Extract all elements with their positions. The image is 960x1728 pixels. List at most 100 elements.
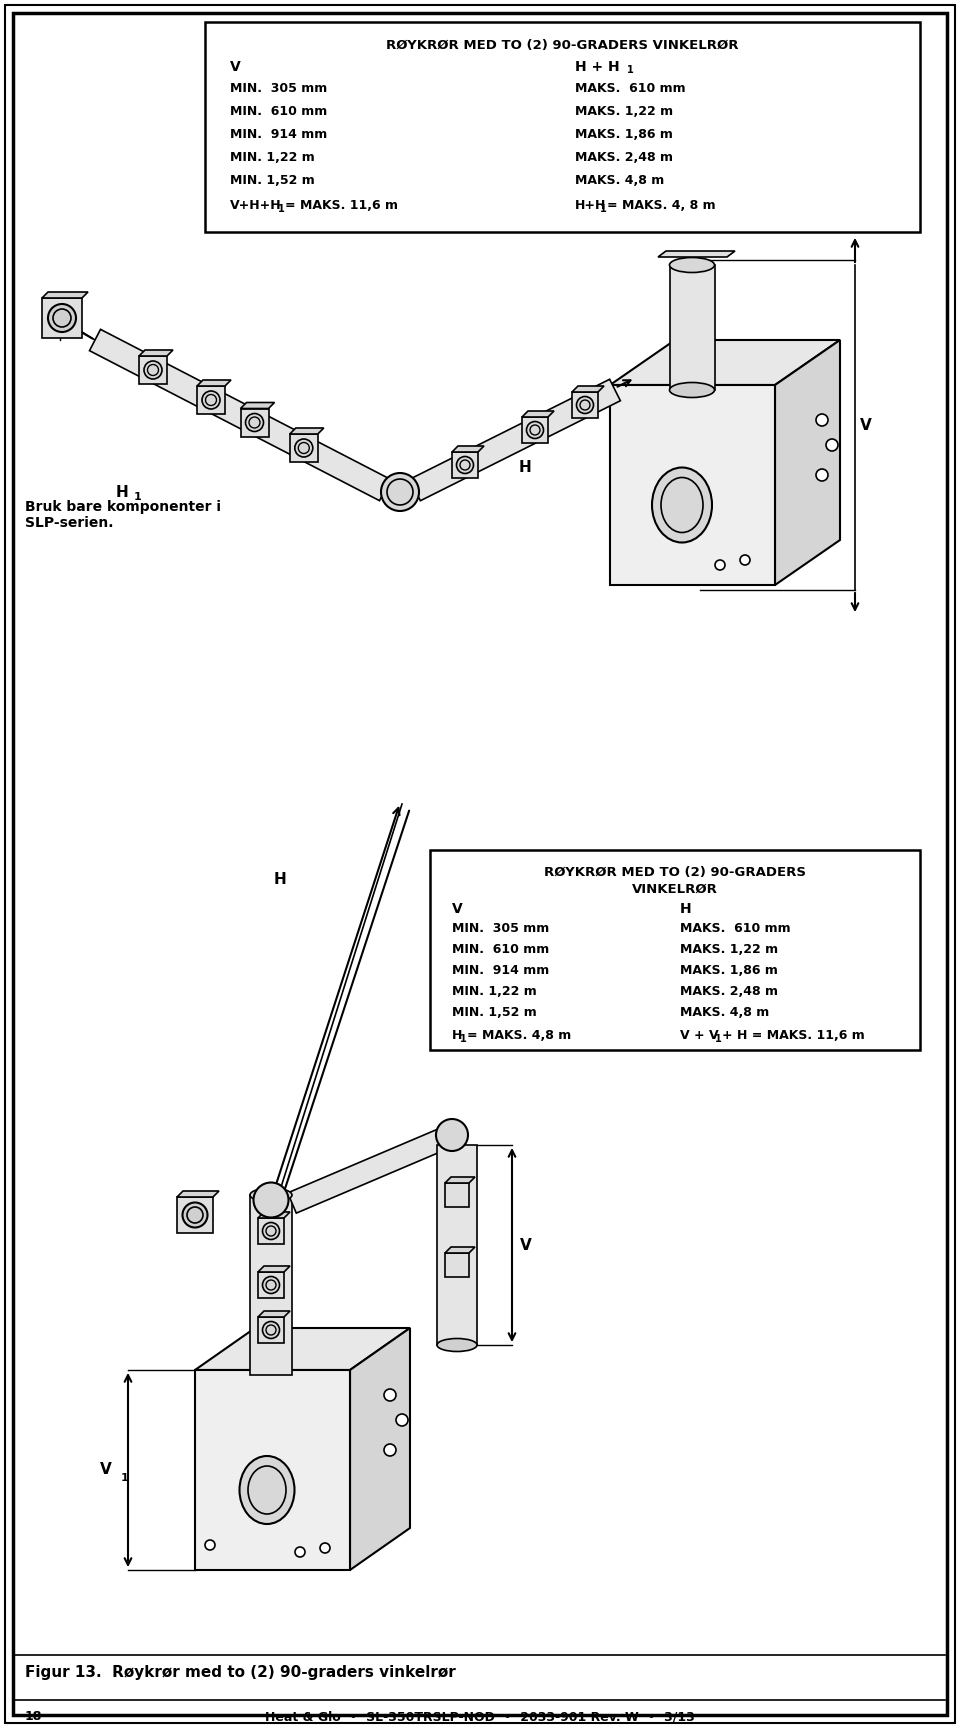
Polygon shape xyxy=(177,1198,213,1234)
Text: Figur 13.  Røykrør med to (2) 90-graders vinkelrør: Figur 13. Røykrør med to (2) 90-graders … xyxy=(25,1666,456,1680)
Text: MAKS. 1,22 m: MAKS. 1,22 m xyxy=(575,105,673,118)
Text: MAKS. 2,48 m: MAKS. 2,48 m xyxy=(680,985,778,999)
Text: MIN.  914 mm: MIN. 914 mm xyxy=(230,128,327,142)
Text: MIN. 1,22 m: MIN. 1,22 m xyxy=(230,150,315,164)
Ellipse shape xyxy=(246,413,263,432)
Ellipse shape xyxy=(202,391,220,410)
Polygon shape xyxy=(89,330,391,501)
Circle shape xyxy=(384,1445,396,1457)
Polygon shape xyxy=(258,1267,290,1272)
Text: H: H xyxy=(274,873,286,888)
Text: MIN. 1,52 m: MIN. 1,52 m xyxy=(452,1006,537,1020)
Ellipse shape xyxy=(262,1322,279,1339)
Ellipse shape xyxy=(182,1203,207,1227)
Polygon shape xyxy=(670,264,715,391)
Text: MIN.  305 mm: MIN. 305 mm xyxy=(230,81,327,95)
Polygon shape xyxy=(288,1125,456,1213)
Polygon shape xyxy=(195,1329,410,1370)
Polygon shape xyxy=(410,378,620,501)
Polygon shape xyxy=(42,297,82,339)
Circle shape xyxy=(396,1414,408,1426)
Text: 1: 1 xyxy=(121,1472,129,1483)
Ellipse shape xyxy=(253,1182,289,1218)
Text: V + V: V + V xyxy=(680,1028,719,1042)
Text: H + H: H + H xyxy=(575,60,619,74)
Polygon shape xyxy=(195,1370,350,1571)
Text: H: H xyxy=(680,902,691,916)
Polygon shape xyxy=(445,1248,475,1253)
Text: 1: 1 xyxy=(627,66,634,74)
Circle shape xyxy=(740,555,750,565)
Text: MIN.  610 mm: MIN. 610 mm xyxy=(230,105,327,118)
Polygon shape xyxy=(258,1211,290,1218)
Text: MAKS. 2,48 m: MAKS. 2,48 m xyxy=(575,150,673,164)
Text: MIN. 1,22 m: MIN. 1,22 m xyxy=(452,985,537,999)
Text: H: H xyxy=(452,1028,463,1042)
Polygon shape xyxy=(350,1329,410,1571)
Ellipse shape xyxy=(457,456,473,473)
Circle shape xyxy=(816,468,828,480)
Ellipse shape xyxy=(436,1120,468,1151)
Polygon shape xyxy=(452,453,478,479)
Text: 1: 1 xyxy=(715,1033,722,1044)
Polygon shape xyxy=(572,392,598,418)
Ellipse shape xyxy=(437,1339,477,1351)
Text: 18: 18 xyxy=(25,1711,42,1723)
Polygon shape xyxy=(522,416,548,442)
Text: V: V xyxy=(452,902,463,916)
Polygon shape xyxy=(241,403,275,408)
Text: Bruk bare komponenter i
SLP-serien.: Bruk bare komponenter i SLP-serien. xyxy=(25,499,221,530)
Text: = MAKS. 4, 8 m: = MAKS. 4, 8 m xyxy=(607,199,715,213)
Text: MAKS. 4,8 m: MAKS. 4,8 m xyxy=(680,1006,769,1020)
Circle shape xyxy=(384,1389,396,1401)
Text: MAKS.  610 mm: MAKS. 610 mm xyxy=(680,923,791,935)
Text: MAKS. 1,22 m: MAKS. 1,22 m xyxy=(680,943,779,956)
Text: = MAKS. 11,6 m: = MAKS. 11,6 m xyxy=(285,199,398,213)
Polygon shape xyxy=(42,292,88,297)
Polygon shape xyxy=(139,351,173,356)
Text: 1: 1 xyxy=(278,204,285,214)
Ellipse shape xyxy=(669,382,714,397)
Polygon shape xyxy=(452,446,484,453)
Polygon shape xyxy=(258,1317,284,1343)
Circle shape xyxy=(295,1547,305,1557)
Text: MIN.  914 mm: MIN. 914 mm xyxy=(452,964,549,976)
Ellipse shape xyxy=(295,439,313,456)
Text: V: V xyxy=(860,418,872,432)
Bar xyxy=(205,22,920,232)
Ellipse shape xyxy=(262,1222,279,1239)
Polygon shape xyxy=(658,251,735,257)
Polygon shape xyxy=(610,385,775,586)
Ellipse shape xyxy=(577,396,593,413)
Ellipse shape xyxy=(144,361,162,378)
Circle shape xyxy=(205,1540,215,1550)
Polygon shape xyxy=(258,1218,284,1244)
Polygon shape xyxy=(197,380,231,385)
Polygon shape xyxy=(258,1312,290,1317)
Polygon shape xyxy=(610,340,840,385)
Circle shape xyxy=(715,560,725,570)
Text: MAKS.  610 mm: MAKS. 610 mm xyxy=(575,81,685,95)
Polygon shape xyxy=(437,1146,477,1344)
Ellipse shape xyxy=(652,468,712,543)
Ellipse shape xyxy=(262,1277,279,1294)
Ellipse shape xyxy=(381,473,419,511)
Text: 1: 1 xyxy=(460,1033,467,1044)
Text: MAKS. 1,86 m: MAKS. 1,86 m xyxy=(575,128,673,142)
Text: V+H+H: V+H+H xyxy=(230,199,281,213)
Polygon shape xyxy=(139,356,167,384)
Text: 1: 1 xyxy=(600,204,607,214)
Text: + H = MAKS. 11,6 m: + H = MAKS. 11,6 m xyxy=(722,1028,865,1042)
Polygon shape xyxy=(290,429,324,434)
Text: 1: 1 xyxy=(134,492,142,503)
Text: H+H: H+H xyxy=(575,199,607,213)
Text: H: H xyxy=(518,460,532,475)
Ellipse shape xyxy=(48,304,76,332)
Text: = MAKS. 4,8 m: = MAKS. 4,8 m xyxy=(467,1028,571,1042)
Ellipse shape xyxy=(250,1189,292,1203)
Polygon shape xyxy=(258,1272,284,1298)
Circle shape xyxy=(826,439,838,451)
Polygon shape xyxy=(241,408,269,437)
Polygon shape xyxy=(250,1196,292,1375)
Polygon shape xyxy=(290,434,318,461)
